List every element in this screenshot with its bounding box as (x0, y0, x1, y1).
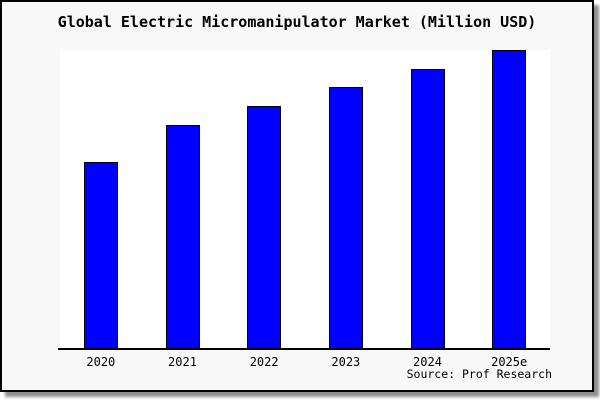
chart-title: Global Electric Micromanipulator Market … (57, 13, 537, 31)
bar-2020 (83, 161, 118, 350)
x-axis-line (58, 348, 550, 350)
bar-2025e (492, 50, 527, 350)
bar-2022 (247, 106, 282, 350)
x-axis-labels: 2020 2021 2022 2023 2024 2025e (60, 355, 550, 371)
x-tick-label-2025e: 2025e (491, 355, 528, 369)
bar-2024 (410, 68, 445, 350)
bar-2023 (328, 86, 363, 350)
plot-area (60, 50, 550, 350)
x-tick-label-2022: 2022 (249, 355, 279, 369)
x-tick-label-2021: 2021 (168, 355, 197, 369)
x-tick-label-2023: 2023 (331, 355, 361, 369)
x-tick-label-2020: 2020 (86, 355, 116, 369)
chart-panel: Global Electric Micromanipulator Market … (0, 0, 594, 392)
source-note: Source: Prof Research (406, 367, 552, 381)
x-tick-label-2024: 2024 (413, 355, 442, 369)
bar-2021 (165, 125, 200, 350)
